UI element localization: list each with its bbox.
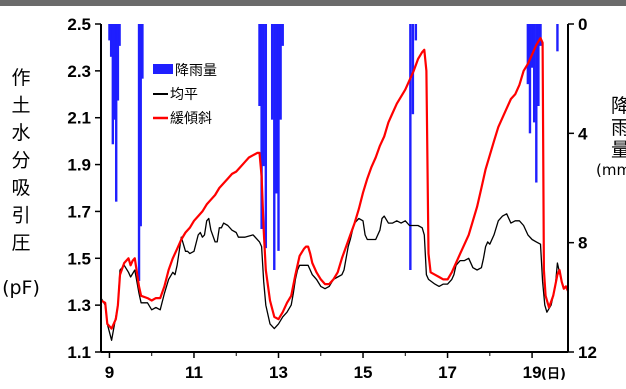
rain-bar [260, 24, 263, 229]
rain-bar [139, 24, 142, 227]
left-tick-label: 2.5 [67, 15, 91, 34]
rain-bar [526, 24, 530, 85]
right-axis-unit: (mm/ [596, 161, 626, 179]
right-axis-label-char: 量 [611, 139, 626, 161]
x-unit-label: (日) [541, 367, 566, 382]
rain-bar [270, 24, 274, 120]
rain-bar [411, 24, 415, 115]
x-tick-label: 13 [269, 363, 288, 382]
rain-bar [115, 24, 118, 202]
rain-bar [137, 24, 141, 281]
rain-bar [539, 24, 542, 46]
x-tick-label: 17 [438, 363, 457, 382]
left-axis-label-char: 作 [11, 67, 30, 89]
rain-bar [281, 24, 284, 46]
x-tick-label: 15 [354, 363, 373, 382]
left-axis-unit: (pF) [2, 277, 40, 299]
rain-bar [273, 24, 276, 270]
legend-kinpei-label: 均平 [170, 87, 198, 103]
left-tick-label: 1.3 [67, 296, 91, 315]
right-axis-label-char: 雨 [611, 117, 626, 139]
rain-bar [277, 24, 280, 251]
right-tick-label: 0 [578, 15, 587, 34]
left-axis-label-char: 水 [11, 122, 30, 144]
rain-bar [111, 24, 115, 145]
rain-bar [535, 24, 538, 183]
left-tick-label: 1.1 [67, 343, 91, 362]
x-tick-label: 19 [523, 363, 542, 382]
x-tick-label: 9 [105, 363, 114, 382]
rain-bar [532, 24, 536, 123]
rain-bar [414, 24, 418, 41]
rain-bar [264, 24, 268, 249]
series-line-kankeisha [100, 37, 570, 330]
rain-bar [118, 24, 121, 46]
left-tick-label: 1.7 [67, 202, 91, 221]
right-axis-label-char: 降 [611, 95, 626, 117]
rain-bar [279, 24, 282, 120]
x-tick-label: 11 [185, 363, 203, 382]
left-tick-label: 1.5 [67, 249, 91, 268]
legend-kankeisha-label: 緩傾斜 [170, 111, 212, 127]
rain-bar [409, 24, 412, 270]
rain-bar [108, 24, 111, 41]
rain-bar [116, 24, 120, 101]
rain-bar [556, 24, 559, 52]
rain-bar [262, 24, 265, 167]
rain-bar [113, 24, 116, 120]
top-border-strip [0, 0, 626, 6]
left-axis-label-char: 吸 [11, 177, 30, 199]
rain-bar [537, 24, 540, 106]
right-tick-label: 8 [578, 234, 587, 253]
rain-bar [109, 24, 113, 57]
left-axis-label-char: 圧 [11, 232, 30, 254]
rain-bar [530, 24, 534, 68]
left-axis-label-char: 土 [11, 95, 30, 117]
right-tick-label: 4 [578, 124, 588, 143]
left-axis-label-char: 引 [11, 205, 30, 227]
left-axis-label-char: 分 [11, 150, 30, 172]
legend-rain-label: 降雨量 [175, 63, 217, 79]
rain-bar [141, 24, 144, 79]
left-tick-label: 2.3 [67, 62, 91, 81]
rain-bar [258, 24, 261, 106]
legend-rain-swatch [153, 64, 173, 74]
left-tick-label: 1.9 [67, 156, 91, 175]
rain-bar [528, 24, 532, 134]
right-tick-label: 12 [578, 343, 597, 362]
rain-bar [275, 24, 278, 194]
left-tick-label: 2.1 [67, 109, 91, 128]
